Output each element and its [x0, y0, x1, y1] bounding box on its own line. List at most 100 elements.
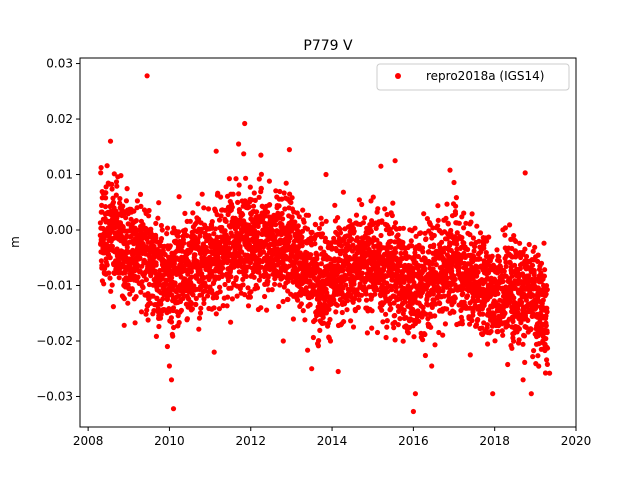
data-point	[442, 321, 448, 327]
data-point	[359, 201, 365, 208]
data-point	[416, 318, 422, 324]
data-point	[392, 158, 398, 164]
data-point	[148, 226, 154, 232]
x-tick-label: 2014	[317, 434, 348, 448]
data-point	[456, 220, 462, 226]
data-point	[106, 270, 112, 276]
data-point	[140, 284, 146, 291]
data-point	[137, 255, 143, 261]
data-point	[435, 217, 441, 223]
y-tick-label: −0.03	[36, 389, 73, 403]
data-point	[280, 338, 286, 344]
data-point	[351, 228, 357, 234]
data-point	[195, 239, 201, 245]
data-point	[526, 241, 532, 248]
data-point	[220, 272, 226, 278]
data-point	[456, 264, 462, 271]
data-point	[254, 209, 260, 215]
data-point	[459, 235, 465, 241]
data-point	[543, 283, 550, 289]
data-point	[145, 291, 151, 297]
data-point	[363, 297, 370, 303]
data-point	[509, 345, 515, 351]
data-point	[452, 211, 459, 217]
data-point	[110, 199, 117, 205]
data-point	[277, 188, 283, 195]
data-point	[150, 293, 156, 299]
data-point	[272, 281, 278, 287]
y-axis-ticks: −0.03 −0.02 −0.01 0.00 0.01 0.02 0.03	[36, 57, 80, 403]
data-point	[295, 223, 301, 229]
data-point	[458, 255, 464, 261]
data-point	[275, 247, 282, 253]
data-point	[173, 289, 179, 295]
data-point	[103, 195, 109, 201]
data-point	[511, 233, 517, 239]
data-point	[547, 370, 553, 376]
data-point	[451, 179, 457, 186]
data-point	[420, 249, 426, 255]
data-point	[511, 262, 518, 268]
data-point	[273, 188, 279, 194]
data-point	[231, 264, 237, 270]
data-point	[389, 230, 395, 236]
data-point	[131, 208, 137, 214]
data-point	[543, 291, 549, 297]
data-point	[464, 293, 471, 299]
data-point	[335, 368, 341, 375]
data-point	[448, 282, 454, 288]
data-point	[517, 240, 523, 246]
data-point	[214, 212, 220, 218]
data-point	[218, 194, 224, 200]
data-point	[178, 307, 184, 313]
data-point	[251, 190, 257, 196]
data-point	[384, 280, 390, 286]
data-point	[304, 226, 311, 232]
data-point	[251, 274, 257, 280]
data-point	[509, 273, 515, 279]
data-point	[317, 327, 323, 333]
data-point	[485, 341, 491, 347]
data-point	[125, 300, 131, 306]
data-point	[313, 222, 319, 228]
data-point	[301, 219, 307, 225]
data-point	[440, 332, 446, 338]
data-point	[318, 245, 324, 251]
data-point	[299, 234, 305, 240]
data-point	[266, 178, 272, 184]
data-point	[525, 317, 531, 323]
data-point	[316, 338, 322, 344]
data-point	[158, 236, 165, 242]
data-point	[143, 311, 149, 317]
data-point	[236, 141, 242, 147]
data-point	[453, 203, 459, 209]
data-point	[395, 322, 401, 328]
data-point	[156, 323, 162, 330]
data-point	[511, 295, 517, 301]
data-point	[516, 337, 522, 343]
data-point	[328, 301, 334, 307]
data-point	[411, 279, 417, 286]
data-point	[98, 165, 104, 171]
data-point	[280, 216, 286, 222]
data-point	[287, 235, 293, 241]
data-point	[410, 265, 416, 271]
data-point	[523, 253, 530, 260]
data-point	[393, 249, 399, 255]
data-point	[267, 202, 273, 208]
data-point	[481, 242, 487, 248]
data-point	[184, 233, 190, 239]
data-point	[163, 277, 170, 284]
data-point	[196, 315, 203, 321]
data-point	[107, 275, 113, 281]
data-point	[138, 309, 145, 315]
data-point	[201, 205, 207, 211]
data-point	[503, 263, 509, 269]
data-point	[444, 306, 450, 312]
data-point	[535, 258, 541, 264]
data-point	[254, 285, 261, 291]
data-point	[344, 307, 350, 313]
data-point	[397, 316, 403, 322]
data-point	[347, 218, 353, 224]
